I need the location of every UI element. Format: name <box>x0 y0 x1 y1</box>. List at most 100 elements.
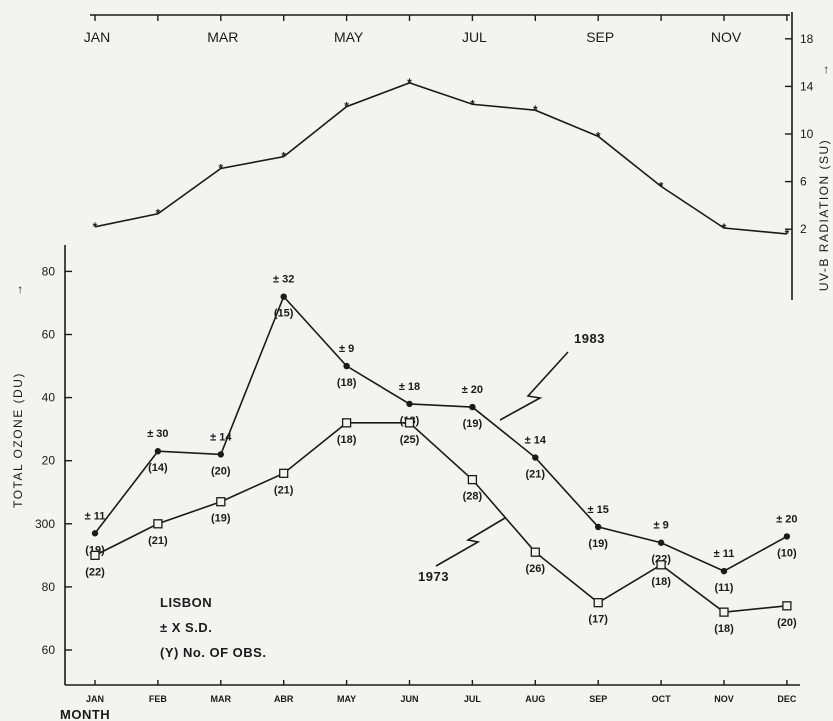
bottom-x-axis-title: MONTH <box>60 707 110 721</box>
series-1973-point <box>467 474 478 485</box>
series-1973-obs-label: (18) <box>337 434 357 446</box>
series-1983-sd-label: ± 9 <box>653 520 668 532</box>
bottom-x-tick-label: OCT <box>652 694 672 704</box>
uvb-point: * <box>281 150 286 164</box>
right-y-axis-title: UV-B RADIATION (SU) <box>817 139 831 291</box>
series-1983-obs-label: (21) <box>526 469 546 481</box>
bottom-x-tick-label: AUG <box>525 694 545 704</box>
series-1983-obs-label: (19) <box>463 418 483 430</box>
bottom-x-tick-label: JUN <box>400 694 418 704</box>
series-1973-obs-label: (19) <box>211 513 231 525</box>
legend-station: LISBON <box>160 595 212 610</box>
series-1983-sd-label: ± 11 <box>714 548 735 560</box>
left-y-tick-label: 60 <box>42 643 56 657</box>
top-x-tick-label: MAY <box>334 29 364 45</box>
left-y-tick-label: 60 <box>42 328 56 342</box>
series-1973-point <box>530 547 540 557</box>
bottom-x-tick-label: JAN <box>86 694 104 704</box>
series-1973-point <box>719 607 729 617</box>
series-1973-obs-label: (21) <box>148 535 168 547</box>
series-1983-point <box>217 451 224 458</box>
legend-sd: ± X S.D. <box>160 620 212 635</box>
series-1983-point <box>469 403 476 411</box>
series-1983-obs-label: (20) <box>211 465 231 477</box>
bottom-x-tick-label: ABR <box>274 694 294 704</box>
series-1983-sd-label: ± 30 <box>147 428 168 440</box>
series-1973-point <box>341 418 352 428</box>
top-x-tick-label: NOV <box>711 29 742 45</box>
uvb-point: * <box>407 76 412 90</box>
left-y-tick-label: 80 <box>42 580 56 594</box>
series-1983-obs-label: (18) <box>337 377 357 389</box>
uvb-point: * <box>156 207 161 221</box>
bottom-x-tick-label: FEB <box>149 694 168 704</box>
left-y-axis-title: TOTAL OZONE (DU) <box>11 372 25 508</box>
series-1973-obs-label: (21) <box>274 484 294 496</box>
uvb-point: * <box>785 227 790 241</box>
right-y-tick-label: 2 <box>800 222 807 236</box>
right-y-tick-label: 10 <box>800 127 814 141</box>
series-1973-obs-label: (17) <box>588 614 608 626</box>
series-1983-obs-label: (10) <box>777 547 797 559</box>
series-1983-sd-label: ± 14 <box>210 431 232 443</box>
series-1973-obs-label: (25) <box>400 434 420 446</box>
series-1973-leader <box>435 517 506 567</box>
bottom-x-tick-label: MAR <box>211 694 232 704</box>
series-1983-obs-label: (15) <box>274 308 294 320</box>
top-x-tick-label: JUL <box>462 29 487 45</box>
uvb-point: * <box>722 221 727 235</box>
series-1983-point <box>91 530 99 537</box>
series-1973-line <box>94 422 787 613</box>
right-y-axis-arrow: → <box>817 64 831 76</box>
uvb-point: * <box>659 179 664 193</box>
series-1983-point <box>343 362 350 370</box>
left-y-axis-arrow: → <box>11 284 25 296</box>
series-1973-point <box>404 418 415 428</box>
top-x-tick-label: MAR <box>207 29 238 45</box>
series-1983-sd-label: ± 11 <box>85 510 106 522</box>
bottom-x-tick-label: MAY <box>337 694 356 704</box>
series-1983-sd-label: ± 32 <box>273 274 294 286</box>
left-y-tick-label: 20 <box>42 454 56 468</box>
series-1983-point <box>783 533 791 540</box>
series-1983-point <box>720 567 728 575</box>
bottom-x-tick-label: DEC <box>777 694 797 704</box>
series-1983-obs-label: (14) <box>148 462 168 474</box>
left-y-tick-label: 300 <box>35 517 55 531</box>
uvb-point: * <box>596 129 601 143</box>
uvb-point: * <box>218 162 223 176</box>
series-1973-obs-label: (18) <box>651 576 671 588</box>
series-1983-point <box>595 523 602 531</box>
series-1983-obs-label: (11) <box>715 582 734 594</box>
series-1983-sd-label: ± 15 <box>588 504 609 516</box>
left-y-tick-label: 80 <box>42 264 56 278</box>
series-1973-point <box>593 598 603 608</box>
right-y-tick-label: 6 <box>800 175 807 189</box>
right-y-tick-label: 14 <box>800 79 814 93</box>
series-1973-point <box>216 497 226 507</box>
top-x-tick-label: JAN <box>84 29 110 45</box>
series-1983-point <box>532 454 539 461</box>
bottom-x-tick-label: NOV <box>714 694 734 704</box>
right-y-tick-label: 18 <box>800 32 814 46</box>
series-1983-point <box>154 448 162 455</box>
bottom-x-tick-label: JUL <box>464 694 482 704</box>
uvb-point: * <box>533 103 538 117</box>
series-1983-sd-label: ± 18 <box>399 381 420 393</box>
series-1973-obs-label: (26) <box>526 563 546 575</box>
left-y-tick-label: 40 <box>42 391 56 405</box>
series-1973-point <box>90 550 100 560</box>
series-1983-sd-label: ± 14 <box>525 435 547 447</box>
series-1983-sd-label: ± 20 <box>462 384 483 396</box>
bottom-x-tick-label: SEP <box>589 694 607 704</box>
series-1973-obs-label: (18) <box>714 623 734 635</box>
ozone-chart: 80 60 40 20 300 80 60 TOTAL OZONE (DU) → JAN FEB MA… <box>11 245 800 721</box>
series-1983-obs-label: (19) <box>588 538 608 550</box>
series-1983-point <box>657 539 665 546</box>
uvb-point: * <box>344 100 349 114</box>
series-1973-point <box>656 560 666 570</box>
series-1983-point <box>280 293 287 300</box>
series-1973-point <box>153 519 163 529</box>
